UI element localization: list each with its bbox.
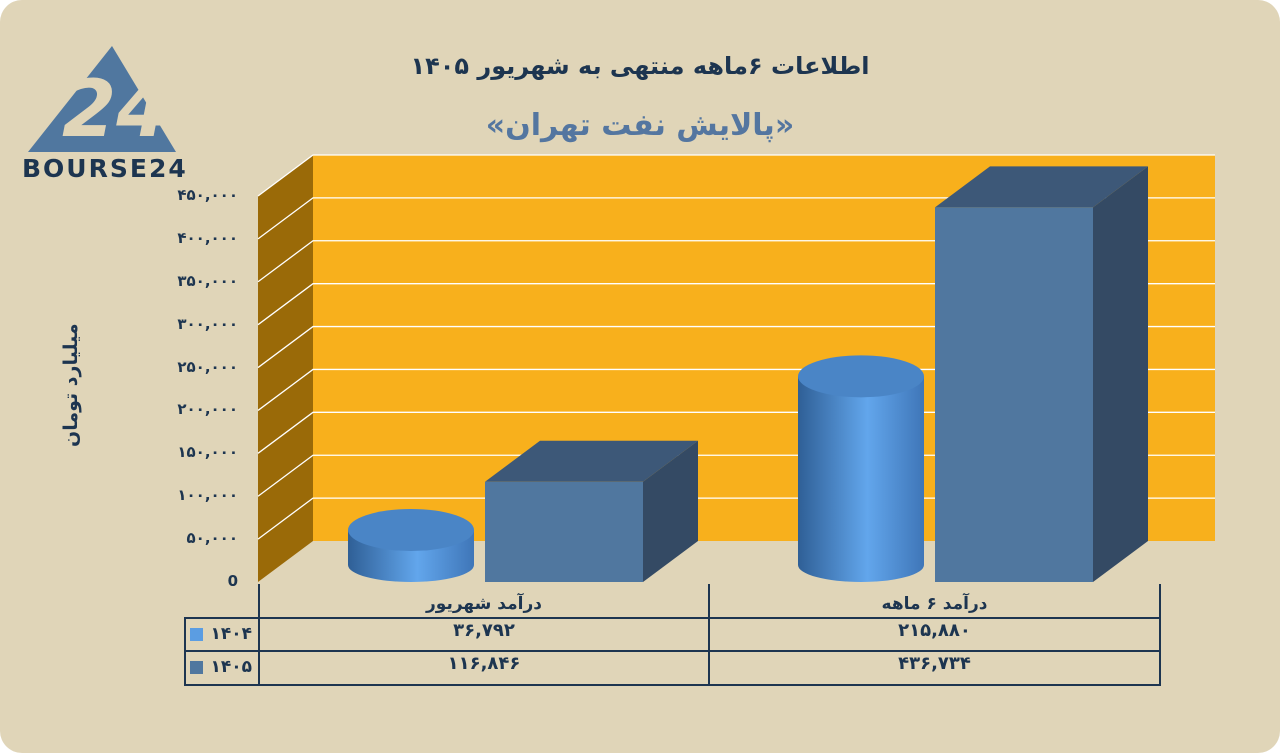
legend-label: ۱۴۰۵ (210, 657, 252, 677)
gridline (257, 154, 1215, 197)
y-tick-label: ۳۰۰,۰۰۰ (177, 314, 238, 333)
bar-1405-side (643, 440, 698, 582)
y-tick-label: ۴۰۰,۰۰۰ (177, 228, 238, 247)
table-line (184, 650, 1161, 652)
bar-1405-box (935, 166, 1148, 582)
bar-1405-side (1093, 166, 1148, 582)
table-line (708, 584, 710, 686)
bar-1405-box (485, 440, 698, 582)
bar-1405-front (485, 481, 643, 582)
y-tick-label: ۱۵۰,۰۰۰ (177, 443, 238, 462)
chart-title: اطلاعات ۶ماهه منتهی به شهریور ۱۴۰۵ (410, 52, 870, 80)
legend-label: ۱۴۰۴ (210, 624, 252, 644)
data-label: ۳۶,۷۹۲ (453, 620, 515, 641)
chart-subtitle: «پالایش نفت تهران» (485, 108, 795, 143)
y-tick-label: ۲۰۰,۰۰۰ (177, 400, 238, 419)
bar-1404-cylinder (798, 355, 924, 582)
gridline (257, 283, 1215, 326)
y-tick-label: 0 (227, 572, 238, 590)
table-line (258, 584, 260, 686)
data-label: ۲۱۵,۸۸۰ (898, 620, 971, 641)
plot-side-wall (258, 155, 313, 582)
legend-entry-1404: ۱۴۰۴ (186, 619, 258, 649)
table-line (184, 684, 1161, 686)
y-tick-label: ۳۵۰,۰۰۰ (177, 271, 238, 290)
table-line (184, 617, 1161, 619)
y-tick-label: ۱۰۰,۰۰۰ (177, 486, 238, 505)
legend-entry-1405: ۱۴۰۵ (186, 652, 258, 682)
legend-swatch (190, 627, 203, 641)
data-label: ۴۳۶,۷۳۴ (898, 653, 971, 674)
y-tick-label: ۴۵۰,۰۰۰ (177, 186, 238, 204)
bar-1404-body (798, 376, 924, 582)
gridline (257, 197, 1215, 240)
y-tick-label: ۵۰,۰۰۰ (186, 529, 238, 548)
table-line (1159, 584, 1161, 686)
bar-1404-top (798, 355, 924, 398)
bar-1404-cylinder (348, 508, 474, 582)
bar-1404-top (348, 508, 474, 551)
category-label: درآمد شهریور (426, 594, 542, 614)
gridline (257, 240, 1215, 283)
bourse24-logo-icon: 24 (28, 46, 176, 155)
svg-text:24: 24 (62, 65, 171, 155)
gridline (257, 325, 1215, 369)
legend-swatch (190, 660, 203, 674)
data-label: ۱۱۶,۸۴۶ (447, 653, 521, 674)
y-tick-label: ۲۵۰,۰۰۰ (177, 357, 238, 376)
bar-1405-top (935, 166, 1148, 208)
bar-1405-top (485, 440, 698, 482)
category-label: درآمد ۶ ماهه (881, 594, 988, 614)
bar-1405-front (935, 207, 1093, 582)
logo-text: BOURSE24 (22, 154, 188, 183)
